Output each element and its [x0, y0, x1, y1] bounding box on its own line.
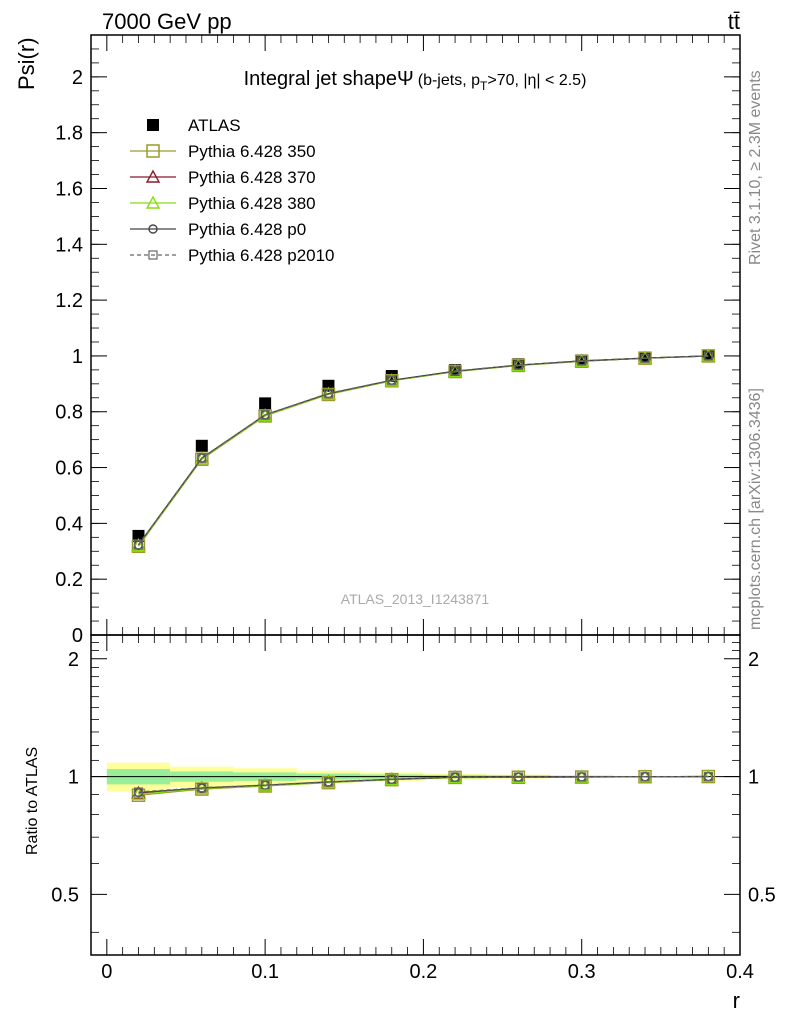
data-point	[513, 772, 523, 782]
main-y-tick-label: 0	[72, 625, 83, 647]
data-point	[194, 451, 209, 465]
legend-marker	[146, 144, 160, 158]
legend-label: Pythia 6.428 370	[188, 168, 316, 187]
mcplots-label: mcplots.cern.ch [arXiv:1306.3436]	[747, 388, 764, 630]
data-point	[640, 353, 650, 363]
series-line	[137, 355, 709, 546]
data-point	[577, 356, 587, 366]
data-point	[387, 774, 397, 784]
data-point	[323, 388, 334, 398]
x-tick-label: 0.3	[568, 961, 596, 983]
main-y-tick-label: 1.6	[55, 178, 83, 200]
data-point	[131, 538, 146, 552]
data-point	[703, 771, 713, 782]
legend-marker	[145, 169, 161, 183]
ratio-y-axis-label: Ratio to ATLAS	[24, 747, 41, 855]
ratio-frame	[90, 634, 741, 956]
ratio-y-tick-label-right: 2	[748, 649, 759, 671]
data-point	[513, 360, 523, 370]
data-point	[197, 453, 207, 463]
data-point	[195, 439, 208, 452]
series-line	[137, 355, 709, 547]
process-label: tt̄	[728, 9, 740, 34]
legend-marker	[148, 224, 158, 234]
title-cuts-tail: >70, |η| < 2.5)	[487, 72, 586, 89]
data-point	[577, 772, 587, 782]
data-point	[197, 783, 207, 793]
legend-label: Pythia 6.428 350	[188, 142, 316, 161]
series-line	[137, 355, 709, 547]
data-point	[703, 351, 713, 361]
main-y-tick-label: 0.4	[55, 513, 83, 535]
rivet-label: Rivet 3.1.10, ≥ 2.3M events	[747, 70, 764, 265]
data-point	[450, 366, 460, 376]
title-symbol: Ψ	[397, 68, 414, 90]
legend-marker	[148, 250, 158, 260]
main-y-tick-label: 0.8	[55, 402, 83, 424]
title-cuts: (b-jets, p	[418, 72, 480, 89]
legend-marker	[145, 195, 161, 209]
legend-label: Pythia 6.428 380	[188, 194, 316, 213]
legend-label: Pythia 6.428 p0	[188, 220, 306, 239]
ratio-y-tick-label-right: 1	[748, 767, 759, 789]
main-panel: 0 0.2 0.4 0.6 0.8 1 1.2 1.4 1.6 1.8 2	[55, 34, 741, 955]
data-point	[323, 777, 334, 787]
data-point	[260, 780, 270, 790]
ratio-y-tick-label: 0.5	[51, 884, 79, 906]
plot-title: Integral jet shapeΨ (b-jets, pT>70, |η| <…	[244, 68, 587, 93]
data-point	[260, 410, 270, 420]
x-axis-label: r	[733, 988, 740, 1013]
x-tick-label: 0.2	[410, 961, 438, 983]
data-point	[257, 408, 273, 422]
title-cuts-sub: T	[480, 79, 488, 93]
data-point	[133, 787, 144, 797]
main-y-tick-label: 1.4	[55, 234, 83, 256]
ratio-y-tick-label: 1	[68, 767, 79, 789]
data-point	[450, 772, 460, 782]
data-point	[131, 786, 146, 800]
legend-label: ATLAS	[188, 116, 241, 135]
ratio-panel: 0 0.1 0.2 0.3 0.4 0.5 0.5 1 1 2 2	[51, 35, 776, 983]
legend-label: Pythia 6.428 p2010	[188, 246, 335, 265]
main-y-axis-label: Psi(r)	[14, 37, 39, 90]
main-y-tick-label: 0.6	[55, 458, 83, 480]
ratio-y-tick-label-right: 0.5	[748, 884, 776, 906]
ratio-y-tick-label: 2	[68, 649, 79, 671]
data-point	[387, 375, 397, 385]
data-point	[640, 772, 650, 782]
series-line	[137, 355, 709, 545]
x-tick-label: 0.1	[251, 961, 279, 983]
main-y-tick-label: 1.2	[55, 290, 83, 312]
data-point	[133, 539, 144, 550]
legend: ATLAS Pythia 6.428 350 Pythia 6.428 370 Pyt…	[130, 116, 335, 265]
legend-marker	[147, 119, 159, 131]
main-y-tick-label: 2	[72, 67, 83, 89]
series-line	[137, 355, 709, 546]
series-line	[138, 775, 709, 794]
x-tick-label: 0	[101, 961, 112, 983]
main-y-tick-label: 1	[72, 346, 83, 368]
data-point	[132, 529, 145, 542]
data-point	[259, 397, 272, 410]
title-main: Integral jet shape	[244, 68, 397, 90]
analysis-label: ATLAS_2013_I1243871	[341, 591, 490, 607]
main-y-tick-label: 0.2	[55, 569, 83, 591]
x-tick-label: 0.4	[726, 961, 754, 983]
energy-label: 7000 GeV pp	[102, 9, 232, 34]
main-y-tick-label: 1.8	[55, 123, 83, 145]
